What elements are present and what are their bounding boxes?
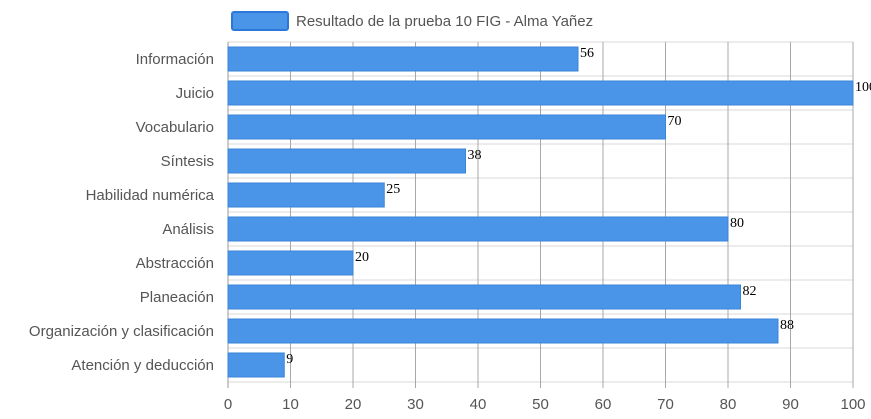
x-tick-label: 60 [595,396,612,413]
x-tick-label: 100 [840,396,865,413]
x-tick-label: 50 [532,396,549,413]
x-tick-label: 80 [720,396,737,413]
data-labels: 56 100 70 38 25 80 20 82 88 9 [286,46,871,367]
x-tick-label: 70 [657,396,674,413]
x-tick-label: 90 [782,396,799,413]
bar [227,352,285,378]
bar [227,80,854,106]
data-label: 80 [730,216,744,231]
data-label: 25 [386,182,400,197]
category-label: Síntesis [161,153,214,170]
data-label: 100 [855,80,871,95]
category-labels: Información Juicio Vocabulario Síntesis Habi… [29,51,215,374]
category-label: Habilidad numérica [86,187,215,204]
data-label: 56 [580,46,594,61]
category-label: Juicio [176,85,214,102]
data-label: 88 [780,318,794,333]
category-label: Planeación [140,289,214,306]
bar [227,148,466,174]
bar [227,318,779,344]
category-label: Organización y clasificación [29,323,214,340]
legend-swatch [231,11,289,31]
category-label: Análisis [162,221,214,238]
data-label: 70 [668,114,682,129]
bars [227,46,854,378]
tick-labels: 0 10 20 30 40 50 60 70 80 90 100 [224,396,866,413]
category-label: Atención y deducción [71,357,214,374]
x-tick-label: 30 [407,396,424,413]
x-tick-label: 10 [282,396,299,413]
bar [227,284,741,310]
category-label: Vocabulario [136,119,214,136]
bar [227,216,729,242]
data-label: 20 [355,250,369,265]
bar [227,182,385,208]
data-label: 9 [286,352,293,367]
bar [227,46,579,72]
data-label: 38 [468,148,482,163]
category-label: Información [136,51,214,68]
x-tick-label: 20 [345,396,362,413]
data-label: 82 [743,284,757,299]
legend: Resultado de la prueba 10 FIG - Alma Yañ… [231,11,593,31]
x-tick-label: 40 [470,396,487,413]
bar [227,250,354,276]
category-label: Abstracción [136,255,214,272]
x-tick-label: 0 [224,396,232,413]
bar [227,114,666,140]
legend-label: Resultado de la prueba 10 FIG - Alma Yañ… [296,13,593,30]
